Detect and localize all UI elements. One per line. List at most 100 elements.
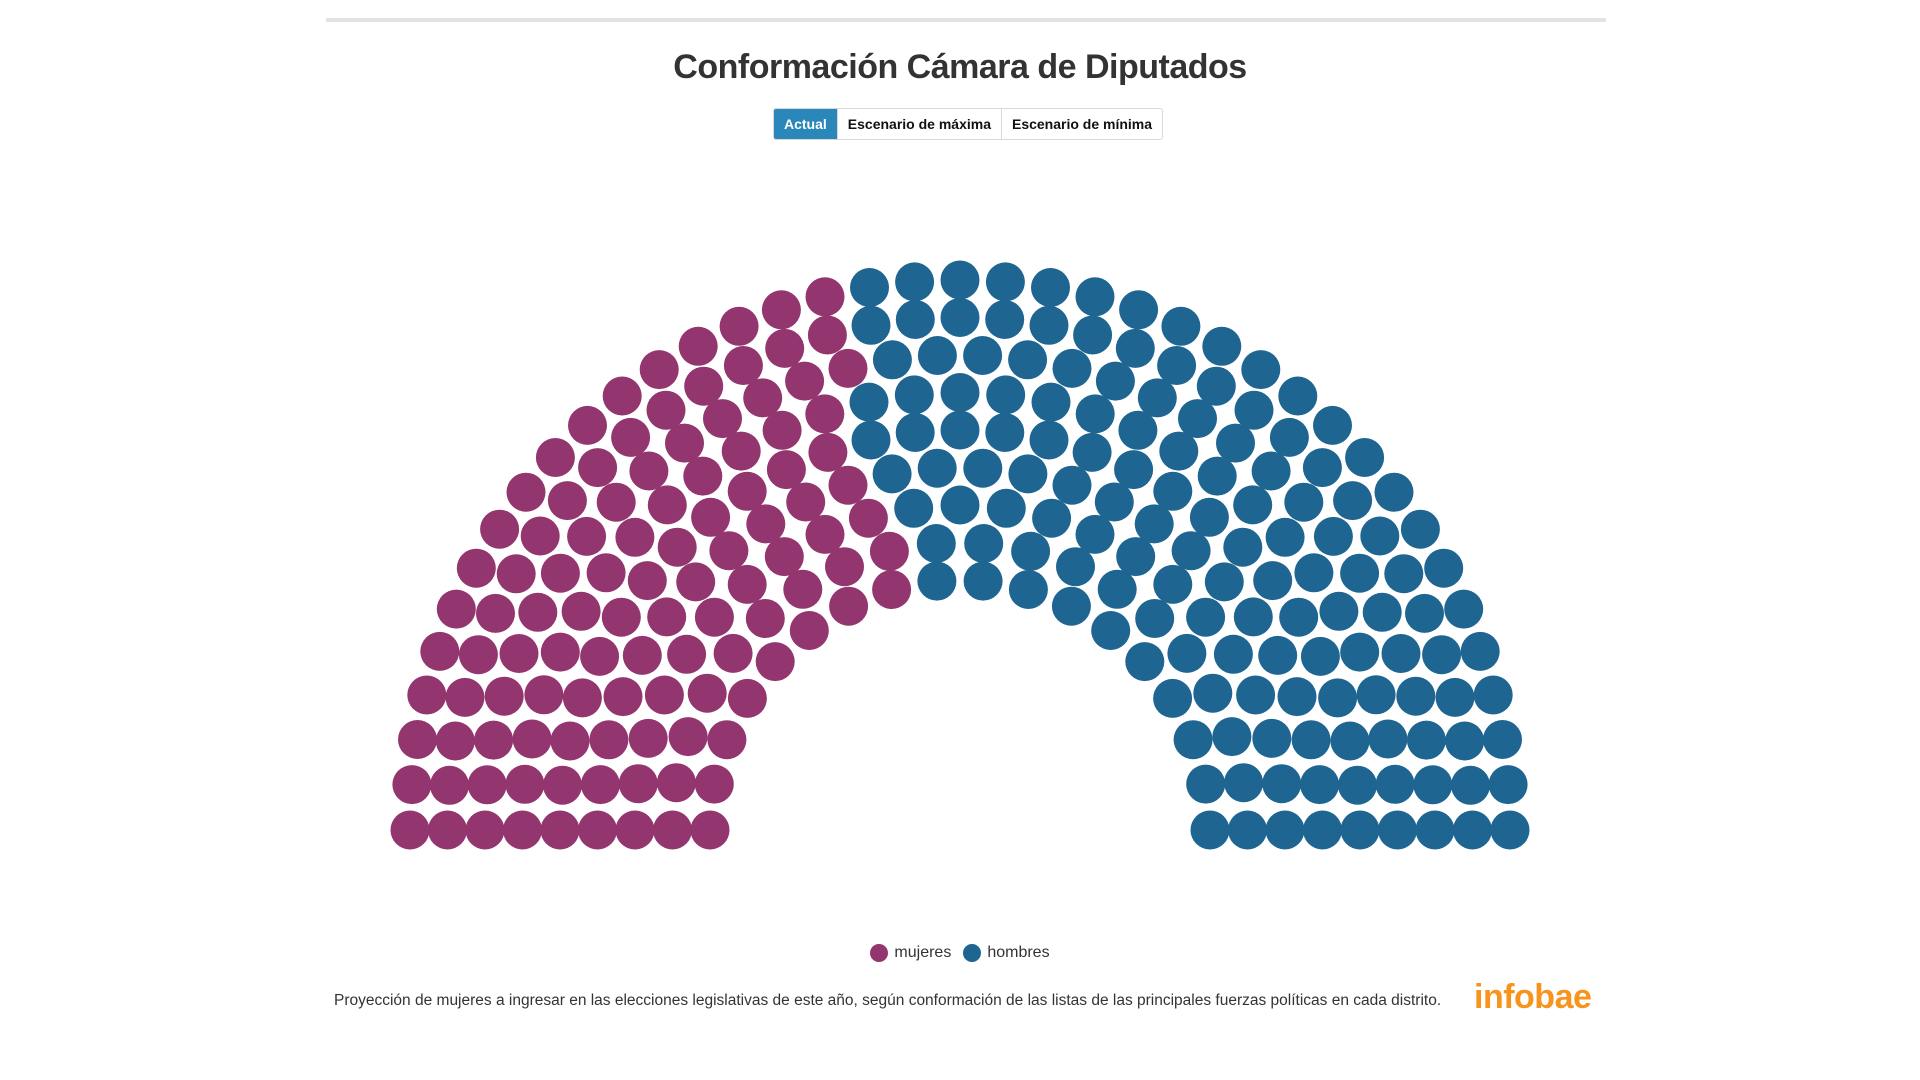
seat-mujeres[interactable] [428,810,467,850]
seat-mujeres[interactable] [653,810,692,850]
seat-mujeres[interactable] [390,810,430,850]
seat-hombres[interactable] [940,485,980,525]
seat-mujeres[interactable] [647,597,687,637]
seat-mujeres[interactable] [805,277,845,317]
seat-mujeres[interactable] [503,810,542,850]
seat-hombres[interactable] [1340,632,1380,672]
seat-hombres[interactable] [1318,678,1358,718]
seat-hombres[interactable] [985,413,1025,452]
seat-hombres[interactable] [1368,719,1408,759]
seat-hombres[interactable] [1241,350,1281,390]
seat-mujeres[interactable] [647,485,687,525]
seat-hombres[interactable] [1265,810,1305,850]
seat-hombres[interactable] [1422,635,1462,675]
seat-mujeres[interactable] [665,423,704,463]
infobae-logo[interactable]: infobae [1474,978,1592,1016]
seat-hombres[interactable] [963,448,1003,488]
seat-hombres[interactable] [1008,340,1048,380]
seat-hombres[interactable] [894,488,934,528]
seat-hombres[interactable] [986,488,1026,528]
seat-mujeres[interactable] [783,569,823,609]
seat-mujeres[interactable] [543,765,582,805]
seat-mujeres[interactable] [596,482,636,522]
seat-hombres[interactable] [1490,810,1530,850]
seat-mujeres[interactable] [785,361,825,401]
seat-mujeres[interactable] [869,531,909,571]
seat-mujeres[interactable] [727,678,767,718]
seat-mujeres[interactable] [436,589,476,629]
seat-hombres[interactable] [1204,562,1244,602]
seat-hombres[interactable] [1075,277,1115,317]
legend-item-mujeres[interactable]: mujeres [870,944,951,962]
seat-mujeres[interactable] [805,514,845,554]
seat-hombres[interactable] [1294,553,1334,593]
seat-hombres[interactable] [1072,432,1112,472]
seat-mujeres[interactable] [578,810,617,850]
seat-hombres[interactable] [1300,765,1340,805]
seat-hombres[interactable] [1330,721,1370,761]
seat-mujeres[interactable] [506,472,546,512]
seat-mujeres[interactable] [828,348,868,388]
seat-hombres[interactable] [1097,569,1137,609]
seat-mujeres[interactable] [694,764,734,804]
seat-hombres[interactable] [1313,405,1352,445]
seat-mujeres[interactable] [713,633,753,673]
tab-actual[interactable]: Actual [774,109,837,139]
seat-mujeres[interactable] [667,634,707,674]
seat-mujeres[interactable] [602,376,642,416]
seat-mujeres[interactable] [430,765,469,805]
seat-mujeres[interactable] [761,290,801,330]
seat-mujeres[interactable] [392,765,432,805]
seat-hombres[interactable] [1291,720,1331,760]
seat-hombres[interactable] [1375,764,1415,804]
seat-mujeres[interactable] [766,450,806,490]
seat-mujeres[interactable] [668,717,708,757]
seat-hombres[interactable] [1362,592,1402,632]
seat-hombres[interactable] [1252,718,1292,758]
seat-mujeres[interactable] [755,642,795,682]
seat-hombres[interactable] [1011,531,1051,571]
seat-hombres[interactable] [1031,268,1070,307]
seat-mujeres[interactable] [694,597,734,637]
seat-hombres[interactable] [1302,448,1342,488]
seat-hombres[interactable] [1008,454,1048,494]
seat-mujeres[interactable] [786,482,826,522]
seat-mujeres[interactable] [678,326,718,366]
seat-hombres[interactable] [1056,547,1095,587]
seat-mujeres[interactable] [467,765,507,805]
seat-mujeres[interactable] [499,634,539,673]
seat-hombres[interactable] [1052,465,1092,505]
seat-hombres[interactable] [1008,570,1048,609]
seat-hombres[interactable] [1265,517,1305,557]
seat-mujeres[interactable] [848,498,888,538]
seat-mujeres[interactable] [580,765,620,805]
seat-hombres[interactable] [1213,634,1253,674]
seat-mujeres[interactable] [535,438,575,477]
seat-hombres[interactable] [1236,675,1276,715]
seat-hombres[interactable] [940,373,980,412]
seat-mujeres[interactable] [709,531,749,571]
seat-mujeres[interactable] [568,405,607,445]
seat-hombres[interactable] [851,420,891,460]
seat-hombres[interactable] [1406,720,1446,760]
seat-hombres[interactable] [1303,810,1342,850]
seat-mujeres[interactable] [540,632,580,672]
seat-hombres[interactable] [1159,431,1199,471]
seat-mujeres[interactable] [550,721,590,761]
seat-mujeres[interactable] [615,810,655,850]
seat-mujeres[interactable] [829,586,869,626]
seat-hombres[interactable] [1115,328,1155,368]
seat-mujeres[interactable] [639,350,679,390]
seat-hombres[interactable] [1228,810,1267,850]
seat-mujeres[interactable] [807,315,847,355]
seat-hombres[interactable] [1313,516,1353,556]
seat-mujeres[interactable] [458,635,498,675]
seat-mujeres[interactable] [520,516,560,556]
seat-mujeres[interactable] [398,720,437,759]
seat-hombres[interactable] [1091,611,1131,650]
seat-hombres[interactable] [916,524,956,563]
seat-hombres[interactable] [1167,633,1207,673]
seat-hombres[interactable] [1157,346,1197,385]
seat-mujeres[interactable] [435,721,475,761]
seat-hombres[interactable] [1202,326,1242,366]
